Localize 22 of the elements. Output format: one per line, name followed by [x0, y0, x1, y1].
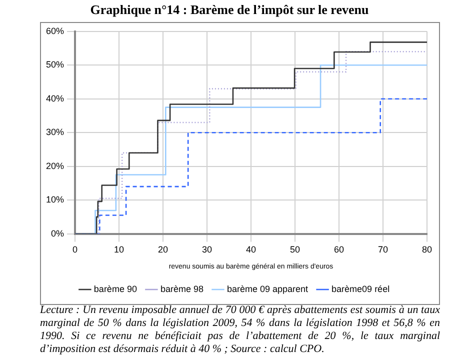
x-tick-label: 80 [422, 244, 432, 255]
x-tick-label: 10 [114, 244, 124, 255]
y-tick-label: 0% [51, 228, 64, 238]
legend-label: barème 90 [94, 284, 137, 294]
chart-title: Graphique n°14 : Barème de l’impôt sur le revenu [89, 2, 370, 18]
legend-label: barème 09 apparent [226, 284, 309, 294]
y-tick-label: 40% [46, 93, 64, 104]
x-tick-label: 20 [158, 244, 168, 255]
x-tick-label: 0 [72, 244, 78, 255]
y-tick-label: 30% [46, 127, 64, 138]
x-tick-label: 40 [246, 244, 256, 255]
x-tick-label: 30 [202, 244, 212, 255]
y-tick-label: 50% [46, 60, 64, 70]
x-tick-label: 60 [334, 244, 344, 255]
legend-label: barème 98 [160, 284, 204, 294]
y-tick-label: 10% [46, 194, 64, 205]
y-tick-label: 60% [46, 26, 64, 36]
y-tick-label: 20% [46, 160, 64, 171]
text: Lecture : Un revenu imposable annuel de 70 000 € après abattements est soumis à un taux marginal de 50 % dans la législation 2009, 54 % dans la législation 1998 et 56,8 % en 1990. Si ce revenu ne bénéficiait pas de l’abattement de 20 %, le taux marginal d’imposition est désormais réduit à 40 % ; Source : calcul CPO. [40, 304, 440, 356]
x-tick-label: 70 [378, 244, 388, 255]
x-tick-label: 50 [290, 244, 300, 255]
legend-label: barème09 réel [332, 284, 390, 294]
